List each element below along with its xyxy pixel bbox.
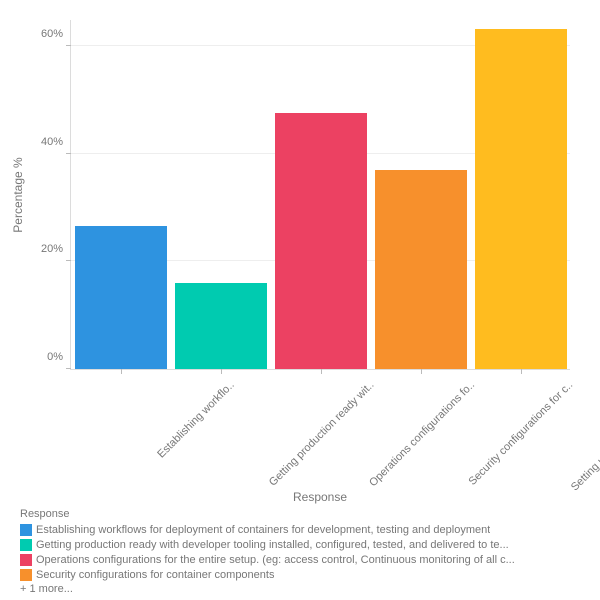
y-tick-mark bbox=[66, 45, 71, 46]
legend-label: Operations configurations for the entire… bbox=[36, 553, 515, 567]
legend-item: Operations configurations for the entire… bbox=[20, 553, 515, 567]
chart-container: Percentage % Response 0%20%40%60%Establi… bbox=[0, 0, 600, 600]
plot-area: 0%20%40%60%Establishing workflo..Getting… bbox=[70, 20, 570, 370]
x-tick-label: Establishing workflo.. bbox=[155, 379, 237, 461]
y-tick-mark bbox=[66, 153, 71, 154]
y-tick-mark bbox=[66, 368, 71, 369]
x-tick-mark bbox=[221, 369, 222, 374]
bar bbox=[175, 283, 267, 369]
y-tick-mark bbox=[66, 260, 71, 261]
x-tick-label: Operations configurations fo.. bbox=[367, 379, 477, 489]
x-tick-mark bbox=[121, 369, 122, 374]
y-tick-label: 20% bbox=[41, 243, 71, 255]
legend-swatch bbox=[20, 524, 32, 536]
legend-more: + 1 more... bbox=[20, 583, 515, 595]
bar bbox=[75, 226, 167, 369]
bar bbox=[475, 29, 567, 369]
legend-swatch bbox=[20, 539, 32, 551]
legend-label: Getting production ready with developer … bbox=[36, 538, 509, 552]
bar bbox=[375, 170, 467, 369]
legend: Response Establishing workflows for depl… bbox=[20, 508, 515, 595]
x-tick-label: Setting up the infrastructures .. bbox=[569, 379, 600, 493]
y-tick-label: 0% bbox=[47, 351, 71, 363]
legend-swatch bbox=[20, 569, 32, 581]
x-tick-label: Getting production ready wit.. bbox=[267, 379, 377, 489]
legend-swatch bbox=[20, 554, 32, 566]
x-axis-label: Response bbox=[293, 490, 347, 504]
y-tick-label: 60% bbox=[41, 28, 71, 40]
bar bbox=[275, 113, 367, 369]
legend-item: Security configurations for container co… bbox=[20, 568, 515, 582]
y-axis-label: Percentage % bbox=[11, 157, 25, 232]
legend-title: Response bbox=[20, 508, 515, 520]
y-tick-label: 40% bbox=[41, 136, 71, 148]
legend-item: Getting production ready with developer … bbox=[20, 538, 515, 552]
legend-item: Establishing workflows for deployment of… bbox=[20, 523, 515, 537]
legend-label: Security configurations for container co… bbox=[36, 568, 274, 582]
x-tick-mark bbox=[321, 369, 322, 374]
x-tick-mark bbox=[421, 369, 422, 374]
legend-label: Establishing workflows for deployment of… bbox=[36, 523, 490, 537]
x-tick-label: Security configurations for c.. bbox=[467, 379, 576, 488]
x-tick-mark bbox=[521, 369, 522, 374]
